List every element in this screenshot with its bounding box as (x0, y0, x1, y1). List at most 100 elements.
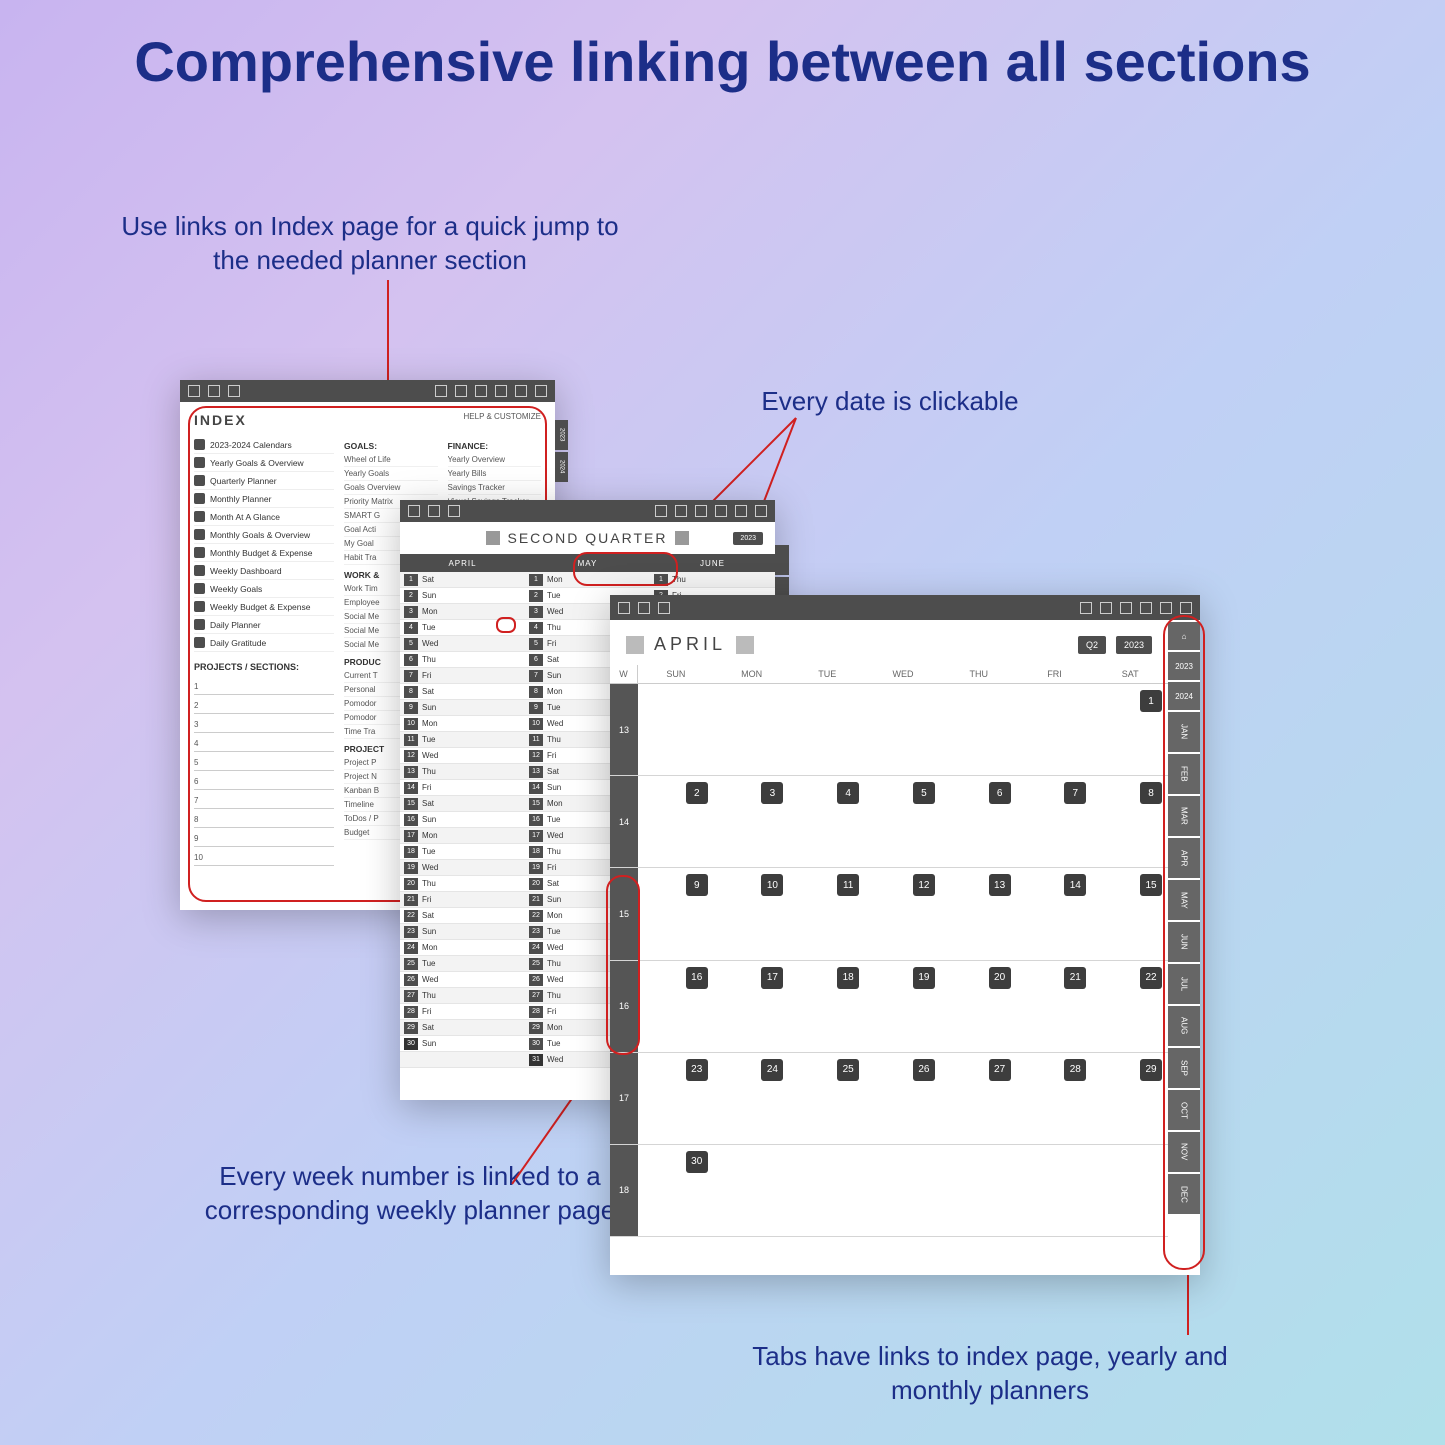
nav-icon[interactable] (435, 385, 447, 397)
help-link[interactable]: HELP & CUSTOMIZE (464, 412, 542, 428)
index-link-item[interactable]: Monthly Goals & Overview (194, 526, 334, 544)
calendar-cell[interactable]: 29 (1092, 1053, 1168, 1144)
quarter-date-cell[interactable]: 25 (404, 958, 418, 970)
side-month-tab[interactable]: APR (1168, 838, 1200, 878)
side-month-tab[interactable]: AUG (1168, 1006, 1200, 1046)
quarter-date-cell[interactable]: 31 (529, 1054, 543, 1066)
side-month-tab[interactable]: FEB (1168, 754, 1200, 794)
calendar-cell[interactable]: 14 (1017, 868, 1093, 959)
quarter-date-cell[interactable]: 22 (404, 910, 418, 922)
project-slot[interactable]: 4 (194, 733, 334, 752)
side-month-tab[interactable]: OCT (1168, 1090, 1200, 1130)
quarter-date-cell[interactable]: 1 (529, 574, 543, 586)
nav-icon[interactable] (535, 385, 547, 397)
date-badge[interactable]: 16 (686, 967, 708, 989)
calendar-cell[interactable] (714, 1145, 790, 1236)
quarter-date-cell[interactable]: 19 (529, 862, 543, 874)
quarter-date-cell[interactable]: 30 (404, 1038, 418, 1050)
index-sublink[interactable]: Yearly Goals (344, 467, 438, 481)
calendar-cell[interactable]: 3 (714, 776, 790, 867)
date-badge[interactable]: 7 (1064, 782, 1086, 804)
quarter-date-cell[interactable]: 15 (529, 798, 543, 810)
month-tab[interactable]: MAY (525, 554, 650, 572)
calendar-cell[interactable]: 22 (1092, 961, 1168, 1052)
calendar-cell[interactable] (789, 1145, 865, 1236)
chevron-left-icon[interactable] (626, 636, 644, 654)
index-link-item[interactable]: 2023-2024 Calendars (194, 436, 334, 454)
calendar-cell[interactable]: 8 (1092, 776, 1168, 867)
quarter-date-cell[interactable]: 7 (404, 670, 418, 682)
nav-icon[interactable] (1100, 602, 1112, 614)
calendar-cell[interactable] (638, 684, 714, 775)
week-number[interactable]: 16 (610, 961, 638, 1052)
calendar-cell[interactable]: 23 (638, 1053, 714, 1144)
nav-icon[interactable] (735, 505, 747, 517)
index-link-item[interactable]: Monthly Budget & Expense (194, 544, 334, 562)
quarter-date-cell[interactable]: 7 (529, 670, 543, 682)
check-icon[interactable] (658, 602, 670, 614)
quarter-date-cell[interactable]: 12 (404, 750, 418, 762)
quarter-date-cell[interactable]: 23 (529, 926, 543, 938)
calendar-cell[interactable]: 19 (865, 961, 941, 1052)
week-number[interactable]: 14 (610, 776, 638, 867)
quarter-date-cell[interactable]: 24 (529, 942, 543, 954)
quarter-date-cell[interactable]: 26 (529, 974, 543, 986)
calendar-cell[interactable]: 26 (865, 1053, 941, 1144)
index-link-item[interactable]: Monthly Planner (194, 490, 334, 508)
month-tab[interactable]: JUNE (650, 554, 775, 572)
date-badge[interactable]: 25 (837, 1059, 859, 1081)
quarter-date-cell[interactable]: 17 (404, 830, 418, 842)
nav-icon[interactable] (455, 385, 467, 397)
date-badge[interactable]: 26 (913, 1059, 935, 1081)
quarter-date-cell[interactable]: 1 (404, 574, 418, 586)
date-badge[interactable]: 29 (1140, 1059, 1162, 1081)
index-sublink[interactable]: Wheel of Life (344, 453, 438, 467)
quarter-date-cell[interactable]: 18 (529, 846, 543, 858)
index-sublink[interactable]: Yearly Bills (448, 467, 542, 481)
date-badge[interactable]: 15 (1140, 874, 1162, 896)
quarter-date-cell[interactable]: 28 (404, 1006, 418, 1018)
calendar-cell[interactable]: 24 (714, 1053, 790, 1144)
quarter-date-cell[interactable]: 29 (529, 1022, 543, 1034)
date-badge[interactable]: 22 (1140, 967, 1162, 989)
calendar-cell[interactable]: 7 (1017, 776, 1093, 867)
quarter-date-cell[interactable]: 2 (404, 590, 418, 602)
date-badge[interactable]: 8 (1140, 782, 1162, 804)
calendar-cell[interactable]: 1 (1092, 684, 1168, 775)
quarter-date-cell[interactable]: 8 (529, 686, 543, 698)
quarter-date-cell[interactable]: 2 (529, 590, 543, 602)
quarter-date-cell[interactable]: 14 (529, 782, 543, 794)
quarter-date-cell[interactable]: 13 (529, 766, 543, 778)
date-badge[interactable]: 13 (989, 874, 1011, 896)
index-link-item[interactable]: Quarterly Planner (194, 472, 334, 490)
index-link-item[interactable]: Daily Planner (194, 616, 334, 634)
quarter-badge[interactable]: Q2 (1078, 636, 1106, 654)
calendar-cell[interactable]: 27 (941, 1053, 1017, 1144)
project-slot[interactable]: 2 (194, 695, 334, 714)
calendar-cell[interactable]: 2 (638, 776, 714, 867)
project-slot[interactable]: 7 (194, 790, 334, 809)
calendar-cell[interactable]: 6 (941, 776, 1017, 867)
index-sublink[interactable]: Savings Tracker (448, 481, 542, 495)
side-month-tab[interactable]: MAR (1168, 796, 1200, 836)
project-slot[interactable]: 6 (194, 771, 334, 790)
quarter-date-cell[interactable]: 25 (529, 958, 543, 970)
date-badge[interactable]: 24 (761, 1059, 783, 1081)
date-badge[interactable]: 12 (913, 874, 935, 896)
home-icon[interactable] (618, 602, 630, 614)
side-month-tab[interactable]: DEC (1168, 1174, 1200, 1214)
side-tab[interactable]: 2023 (1168, 652, 1200, 680)
calendar-cell[interactable]: 11 (789, 868, 865, 959)
calendar-cell[interactable]: 12 (865, 868, 941, 959)
week-number[interactable]: 13 (610, 684, 638, 775)
quarter-date-cell[interactable]: 14 (404, 782, 418, 794)
quarter-date-cell[interactable]: 22 (529, 910, 543, 922)
side-month-tab[interactable]: MAY (1168, 880, 1200, 920)
date-badge[interactable]: 20 (989, 967, 1011, 989)
quarter-date-cell[interactable]: 26 (404, 974, 418, 986)
index-link-item[interactable]: Daily Gratitude (194, 634, 334, 652)
side-tab[interactable]: 2024 (1168, 682, 1200, 710)
quarter-date-cell[interactable]: 28 (529, 1006, 543, 1018)
quarter-date-cell[interactable]: 11 (529, 734, 543, 746)
index-link-item[interactable]: Weekly Goals (194, 580, 334, 598)
